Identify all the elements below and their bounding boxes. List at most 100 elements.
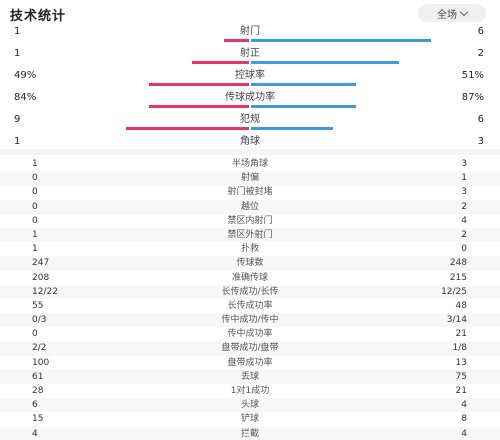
home-value: 9 — [14, 114, 21, 125]
section-divider — [0, 149, 500, 155]
home-value: 1 — [14, 26, 21, 37]
home-bar — [192, 61, 249, 64]
away-value: 3 — [461, 159, 467, 169]
stat-list-row: 247 传球数 248 — [0, 256, 500, 271]
home-value: 1 — [32, 244, 38, 255]
home-value: 1 — [14, 48, 21, 59]
stat-label: 传球数 — [236, 258, 264, 269]
home-bar — [224, 39, 249, 42]
home-bar — [149, 105, 249, 108]
away-value: 2 — [477, 48, 484, 59]
home-value: 1 — [32, 159, 38, 169]
stat-label: 传中成功/传中 — [221, 315, 279, 326]
home-value: 84% — [14, 92, 37, 103]
stat-list-row: 0 越位 2 — [0, 199, 500, 214]
stat-list-row: 0/3 传中成功/传中 3/14 — [0, 313, 500, 328]
home-bar — [126, 127, 249, 130]
stat-label: 准确传球 — [231, 272, 268, 283]
home-value: 0 — [32, 187, 38, 198]
home-value: 1 — [14, 136, 21, 147]
stat-label: 盘带成功/盘带 — [221, 343, 279, 354]
home-value: 100 — [32, 357, 50, 368]
stat-list-row: 15 铲球 8 — [0, 412, 500, 426]
away-value: 2 — [461, 229, 467, 240]
home-value: 1 — [32, 229, 38, 240]
away-value: 4 — [461, 215, 467, 226]
away-value: 1 — [461, 173, 467, 184]
stat-label: 扑救 — [240, 244, 259, 255]
stat-label: 铲球 — [240, 414, 259, 425]
away-value: 51% — [461, 70, 484, 81]
home-value: 247 — [32, 258, 50, 269]
scope-label: 全场 — [437, 9, 457, 21]
stat-label: 盘带成功率 — [227, 357, 273, 368]
stat-list-row: 1 禁区外射门 2 — [0, 227, 500, 243]
stat-list-row: 1 扑救 0 — [0, 242, 500, 256]
away-value: 21 — [455, 329, 467, 340]
stat-list-row: 12/22 长传成功/长传 12/25 — [0, 284, 500, 299]
away-value: 8 — [461, 414, 467, 425]
home-value: 208 — [32, 272, 50, 283]
stat-label: 越位 — [240, 201, 259, 212]
scope-dropdown[interactable]: 全场 — [418, 4, 486, 22]
stat-label: 禁区内射门 — [227, 215, 273, 226]
stat-list-row: 28 1对1成功 21 — [0, 384, 500, 398]
away-value: 48 — [455, 300, 467, 311]
away-value: 6 — [477, 114, 484, 125]
stat-list-row: 4 拦截 4 — [0, 426, 500, 440]
home-value: 55 — [32, 300, 44, 311]
stat-list-row: 0 射偏 1 — [0, 171, 500, 186]
stat-list-row: 208 准确传球 215 — [0, 271, 500, 285]
away-bar — [251, 127, 333, 130]
stat-list-row: 6 头球 4 — [0, 398, 500, 413]
home-value: 4 — [32, 428, 38, 439]
away-value: 3/14 — [446, 315, 467, 326]
stat-list-row: 61 丢球 75 — [0, 369, 500, 384]
away-bar — [251, 39, 431, 42]
away-value: 2 — [461, 201, 467, 212]
stat-list-row: 0 传中成功率 21 — [0, 327, 500, 341]
away-value: 248 — [449, 258, 467, 269]
stat-list-row: 2/2 盘带成功/盘带 1/8 — [0, 341, 500, 356]
chevron-down-icon — [459, 7, 469, 16]
away-bar — [251, 83, 356, 86]
home-value: 15 — [32, 414, 44, 425]
away-value: 3 — [477, 136, 484, 147]
home-value: 61 — [32, 371, 44, 382]
away-value: 3 — [461, 187, 467, 198]
stat-label: 禁区外射门 — [227, 229, 273, 240]
home-value: 12/22 — [32, 286, 58, 297]
away-value: 87% — [461, 92, 484, 103]
stat-label: 1对1成功 — [230, 386, 270, 396]
stat-label: 控球率 — [235, 70, 265, 81]
stat-list-row: 55 长传成功率 48 — [0, 299, 500, 313]
stat-label: 头球 — [240, 400, 259, 411]
home-value: 2/2 — [32, 343, 47, 354]
stat-label: 拦截 — [240, 428, 259, 439]
home-value: 0 — [32, 215, 38, 226]
home-value: 0 — [32, 173, 38, 184]
home-value: 0/3 — [32, 315, 47, 326]
stat-bar-row: 1 射门 6 — [0, 26, 500, 48]
away-value: 4 — [461, 428, 467, 439]
stat-label: 半场角球 — [231, 159, 268, 169]
away-value: 0 — [461, 244, 467, 255]
page-title: 技术统计 — [10, 9, 67, 24]
bar-stats: 1 射门 6 1 射正 2 49% 控球率 51% 84% 传球成功率 87% 9 犯规 6 1 角球 3 — [0, 26, 500, 158]
away-value: 12/25 — [441, 286, 467, 297]
stat-list-row: 1 半场角球 3 — [0, 157, 500, 171]
away-value: 4 — [461, 400, 467, 411]
away-bar — [251, 105, 356, 108]
stat-label: 长传成功/长传 — [221, 286, 279, 297]
stat-label: 传中成功率 — [227, 329, 273, 340]
away-value: 1/8 — [452, 343, 467, 354]
stat-label: 射正 — [240, 48, 260, 59]
away-value: 13 — [455, 357, 467, 368]
stat-list-row: 0 禁区内射门 4 — [0, 214, 500, 228]
stat-label: 射门 — [240, 26, 260, 37]
home-value: 6 — [32, 400, 38, 411]
stat-bar-row: 84% 传球成功率 87% — [0, 92, 500, 114]
stats-list: 1 半场角球 3 0 射偏 1 0 射门被封堵 3 0 越位 2 0 禁区内射门 4 1 禁区外射门 2 1 扑救 0 2… — [0, 157, 500, 440]
stat-list-row: 0 射门被封堵 3 — [0, 185, 500, 199]
home-value: 0 — [32, 201, 38, 212]
